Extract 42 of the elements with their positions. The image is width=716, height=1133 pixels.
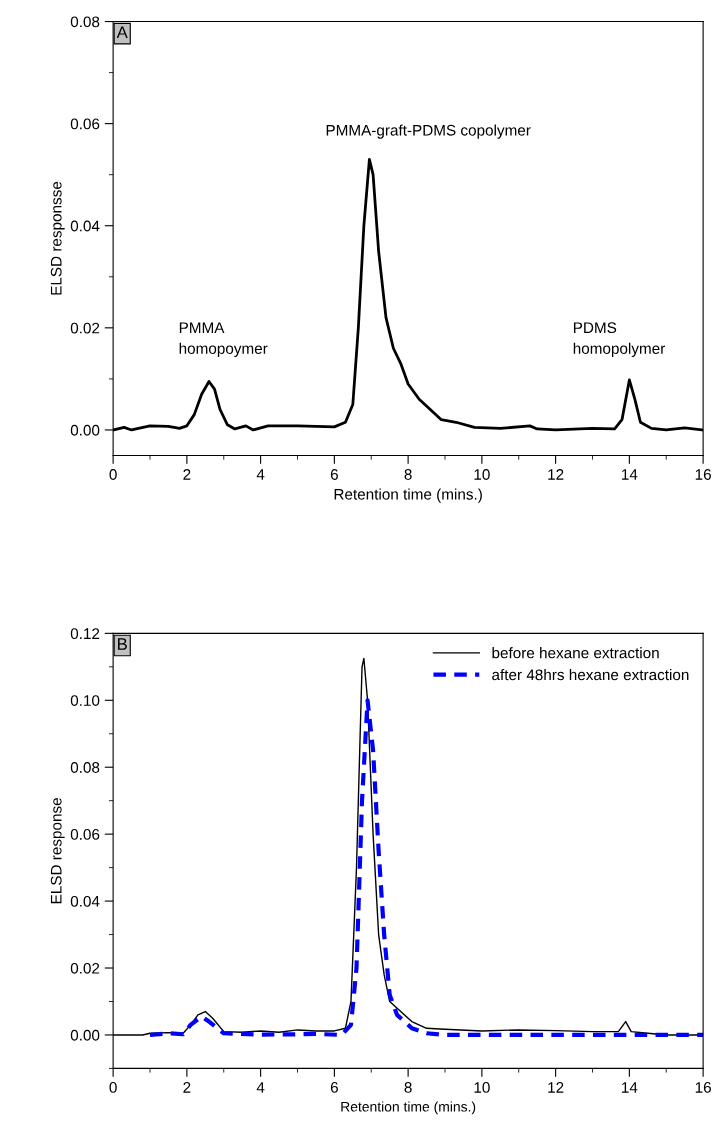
y-tick-label: 0.08: [70, 762, 100, 773]
x-tick-label: 12: [548, 469, 564, 480]
x-tick-label: 14: [622, 469, 638, 480]
x-tick-label: 6: [330, 469, 338, 480]
y-axis-title: ELSD responsse: [50, 181, 65, 295]
x-axis-title: Retention time (mins.): [334, 488, 482, 503]
line-series: [147, 698, 704, 1038]
y-tick-label: 0.04: [70, 895, 100, 907]
x-tick-label: 4: [256, 469, 265, 480]
legend-label: after 48hrs hexane extraction: [492, 668, 689, 681]
x-tick-label: 2: [183, 1082, 191, 1093]
annotation: A: [116, 26, 128, 38]
y-axis-title: ELSD response: [50, 798, 65, 904]
legend-label: before hexane extraction: [492, 647, 659, 659]
x-tick-label: 0: [109, 1082, 117, 1093]
y-tick-label: 0.08: [70, 16, 100, 28]
x-tick-label: 12: [548, 1082, 564, 1093]
x-tick-label: 6: [330, 1082, 338, 1093]
x-tick-label: 16: [695, 1082, 711, 1093]
x-axis-title: Retention time (mins.): [341, 1101, 476, 1115]
x-tick-label: 16: [695, 469, 711, 480]
y-tick-label: 0.06: [70, 829, 100, 840]
x-tick-label: 2: [183, 469, 191, 480]
x-tick-label: 10: [474, 1082, 490, 1093]
x-tick-label: 10: [474, 469, 490, 480]
y-tick-label: 0.02: [70, 962, 100, 974]
annotation: PMMA homopoymer: [179, 322, 268, 357]
y-tick-label: 0.04: [70, 220, 100, 232]
x-tick-label: 14: [622, 1082, 638, 1093]
y-tick-label: 0.00: [70, 1029, 100, 1041]
annotation: PDMS homopolymer: [573, 322, 666, 357]
y-tick-label: 0.00: [70, 424, 100, 436]
annotation: B: [118, 638, 127, 650]
y-tick-label: 0.12: [70, 628, 100, 640]
x-tick-label: 8: [404, 1082, 412, 1093]
y-tick-label: 0.02: [70, 322, 100, 334]
annotation: PMMA-graft-PDMS copolymer: [326, 124, 531, 139]
x-tick-label: 4: [256, 1082, 265, 1093]
y-tick-label: 0.06: [70, 118, 100, 130]
x-tick-label: 8: [404, 469, 412, 480]
x-tick-label: 0: [109, 469, 117, 480]
y-tick-label: 0.10: [70, 695, 100, 706]
